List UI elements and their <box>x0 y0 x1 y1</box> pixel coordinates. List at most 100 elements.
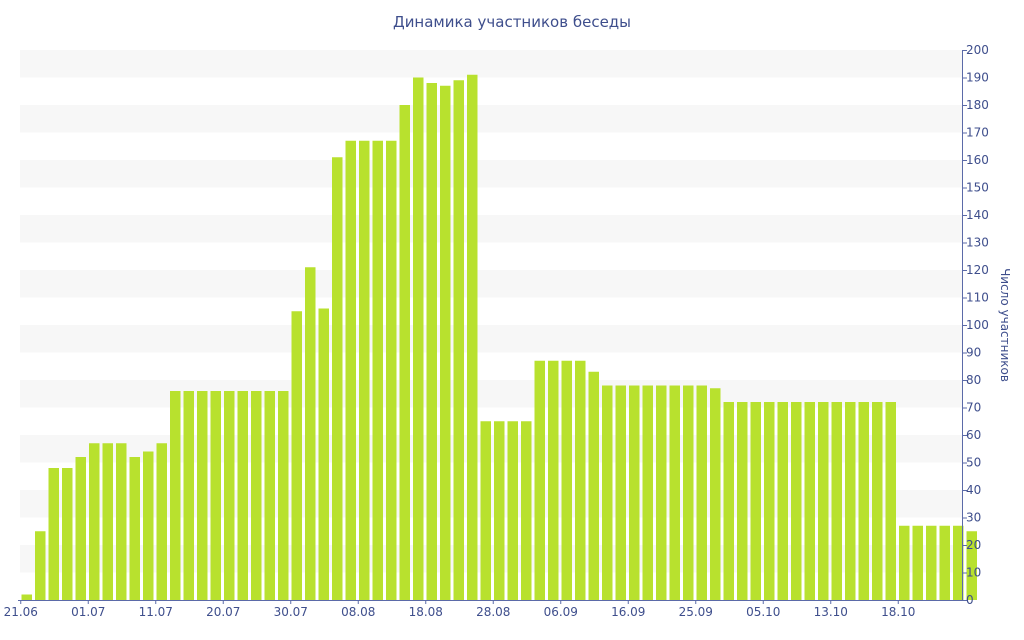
bar[interactable] <box>359 140 370 600</box>
y-tick-label: 40 <box>966 483 981 497</box>
chart-title: Динамика участников беседы <box>392 13 632 31</box>
y-axis-title: Число участников <box>998 268 1012 382</box>
bar[interactable] <box>318 308 330 601</box>
bar[interactable] <box>858 402 870 600</box>
bar[interactable] <box>602 385 613 601</box>
bar[interactable] <box>278 391 289 600</box>
x-tick-label: 18.10 <box>881 605 915 619</box>
bar[interactable] <box>696 385 708 601</box>
bar[interactable] <box>305 267 316 600</box>
bar[interactable] <box>926 525 937 600</box>
bar[interactable] <box>372 140 384 600</box>
bar[interactable] <box>561 360 573 600</box>
bar[interactable] <box>170 391 181 600</box>
bar[interactable] <box>885 402 897 600</box>
bar[interactable] <box>575 360 586 600</box>
y-tick-label: 190 <box>966 71 989 85</box>
bar[interactable] <box>939 525 951 600</box>
grid-band <box>20 215 962 243</box>
bar[interactable] <box>399 105 411 600</box>
y-tick-label: 110 <box>966 291 989 305</box>
y-tick-label: 50 <box>966 456 981 470</box>
y-tick-label: 120 <box>966 263 989 277</box>
y-tick-label: 0 <box>966 593 974 607</box>
y-tick-label: 200 <box>966 43 989 57</box>
bar[interactable] <box>845 402 856 600</box>
y-tick-label: 150 <box>966 181 989 195</box>
bar[interactable] <box>467 74 478 600</box>
bar[interactable] <box>615 385 627 601</box>
bar[interactable] <box>35 531 46 600</box>
bar[interactable] <box>440 85 451 600</box>
bar[interactable] <box>737 402 748 600</box>
bar[interactable] <box>156 443 168 600</box>
y-tick-label: 80 <box>966 373 981 387</box>
y-tick-label: 140 <box>966 208 989 222</box>
bar[interactable] <box>831 402 843 600</box>
bar[interactable] <box>237 391 249 600</box>
bar[interactable] <box>669 385 681 601</box>
bar[interactable] <box>89 443 100 600</box>
bar[interactable] <box>480 421 492 600</box>
y-tick-label: 30 <box>966 511 981 525</box>
grid-band <box>20 50 962 78</box>
x-tick-label: 18.08 <box>409 605 443 619</box>
x-ticks-group: 21.06 01.07 11.07 20.07 30.07 08.08 18.08 28.08… <box>4 600 915 619</box>
bar[interactable] <box>251 391 262 600</box>
x-tick-label: 16.09 <box>611 605 645 619</box>
bar[interactable] <box>75 457 87 600</box>
bar[interactable] <box>21 594 33 601</box>
y-tick-label: 180 <box>966 98 989 112</box>
x-tick-label: 13.10 <box>814 605 848 619</box>
bar[interactable] <box>764 402 775 600</box>
x-tick-label: 21.06 <box>4 605 38 619</box>
bar[interactable] <box>426 83 438 600</box>
bar[interactable] <box>683 385 694 601</box>
bar[interactable] <box>291 311 303 600</box>
bar[interactable] <box>386 140 397 600</box>
bar[interactable] <box>534 360 546 600</box>
bar[interactable] <box>102 443 114 600</box>
x-tick-label: 20.07 <box>206 605 240 619</box>
bar[interactable] <box>953 525 964 600</box>
bar[interactable] <box>183 391 195 600</box>
bar[interactable] <box>494 421 505 600</box>
bar[interactable] <box>710 388 721 600</box>
bar[interactable] <box>129 457 141 600</box>
y-tick-label: 60 <box>966 428 981 442</box>
bar[interactable] <box>818 402 829 600</box>
bar[interactable] <box>264 391 276 600</box>
bar[interactable] <box>197 391 208 600</box>
y-tick-label: 130 <box>966 236 989 250</box>
bar[interactable] <box>629 385 640 601</box>
bar[interactable] <box>143 451 154 601</box>
bar[interactable] <box>912 525 924 600</box>
y-tick-label: 20 <box>966 538 981 552</box>
bar[interactable] <box>507 421 519 600</box>
bar[interactable] <box>548 360 559 600</box>
bar[interactable] <box>723 402 735 600</box>
bar[interactable] <box>872 402 883 600</box>
bar[interactable] <box>210 391 222 600</box>
bar[interactable] <box>588 371 600 600</box>
bar[interactable] <box>224 391 235 600</box>
x-tick-label: 28.08 <box>476 605 510 619</box>
bar[interactable] <box>642 385 654 601</box>
bar[interactable] <box>804 402 816 600</box>
bar[interactable] <box>521 421 532 600</box>
bar[interactable] <box>966 531 978 600</box>
bar[interactable] <box>116 443 127 600</box>
bar[interactable] <box>453 80 465 600</box>
bar[interactable] <box>899 525 910 600</box>
bar[interactable] <box>791 402 802 600</box>
bar[interactable] <box>62 468 73 600</box>
bar[interactable] <box>345 140 357 600</box>
bar[interactable] <box>656 385 667 601</box>
bar[interactable] <box>48 468 60 600</box>
bar[interactable] <box>332 157 343 600</box>
y-tick-label: 160 <box>966 153 989 167</box>
bar[interactable] <box>777 402 789 600</box>
bar[interactable] <box>750 402 762 600</box>
bar[interactable] <box>413 77 424 601</box>
